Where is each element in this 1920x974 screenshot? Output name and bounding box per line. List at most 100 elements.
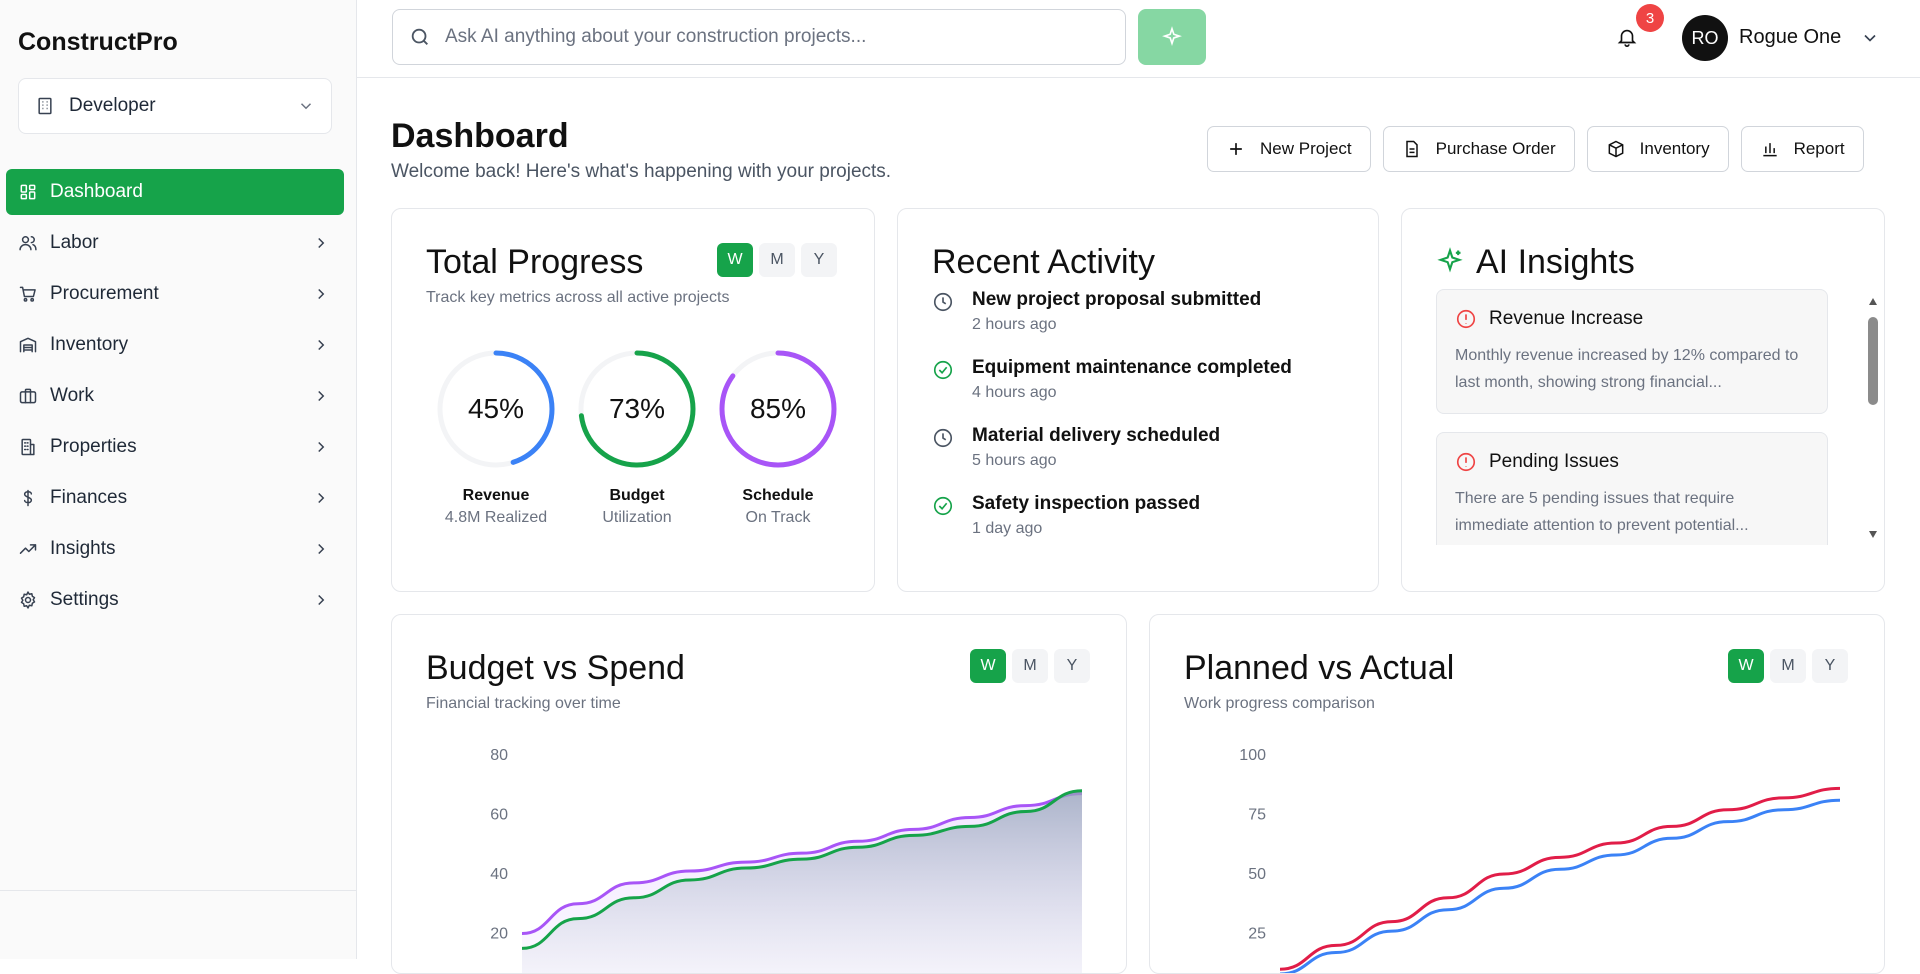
briefcase-icon <box>19 388 37 404</box>
sidebar-item-label: Finances <box>50 487 128 508</box>
dollar-icon <box>23 489 33 507</box>
insights-list[interactable]: Revenue Increase Monthly revenue increase… <box>1436 289 1836 545</box>
sparkle-icon <box>1437 247 1463 273</box>
notification-bell[interactable] <box>1610 20 1644 54</box>
y-tick-label: 100 <box>1239 747 1266 764</box>
sidebar-nav: Dashboard Labor Procurement Inventory Work Pr… <box>6 169 344 628</box>
activity-item[interactable]: Safety inspection passed 1 day ago <box>932 493 1200 538</box>
toggle-year[interactable]: Y <box>801 243 837 277</box>
user-name[interactable]: Rogue One <box>1739 26 1842 48</box>
sidebar-item-properties[interactable]: Properties <box>6 424 344 470</box>
dashboard-icon <box>20 184 36 200</box>
insight-title: Revenue Increase <box>1489 308 1644 329</box>
sidebar-item-label: Work <box>50 385 94 406</box>
report-button[interactable]: Report <box>1740 126 1864 172</box>
y-tick-label: 60 <box>490 807 508 824</box>
ring-label: Revenue <box>462 487 530 504</box>
ring-label: Budget <box>609 487 665 504</box>
activity-time: 5 hours ago <box>972 452 1057 469</box>
bar-chart-icon <box>1762 143 1777 157</box>
card-subtitle: Track key metrics across all active proj… <box>426 289 730 306</box>
button-label: Report <box>1793 139 1845 158</box>
series-line-1[interactable] <box>521 789 1083 950</box>
chevron-right-icon <box>318 390 325 402</box>
toggle-week[interactable]: W <box>717 243 753 277</box>
role-selector[interactable]: Developer <box>18 78 332 134</box>
toggle-year[interactable]: Y <box>1054 649 1090 683</box>
sidebar-item-finances[interactable]: Finances <box>6 475 344 521</box>
toggle-week[interactable]: W <box>1728 649 1764 683</box>
sidebar-item-label: Settings <box>50 589 119 610</box>
period-toggle: W M Y <box>1728 649 1848 683</box>
brand-logo[interactable]: ConstructPro <box>18 28 178 56</box>
new-project-button[interactable]: New Project <box>1207 126 1371 172</box>
toggle-year[interactable]: Y <box>1812 649 1848 683</box>
toggle-month[interactable]: M <box>1012 649 1048 683</box>
topbar: 3 RO Rogue One <box>357 0 1920 78</box>
sidebar-item-procurement[interactable]: Procurement <box>6 271 344 317</box>
sidebar-item-settings[interactable]: Settings <box>6 577 344 623</box>
sidebar-item-dashboard[interactable]: Dashboard <box>6 169 344 215</box>
ring-gauge <box>578 350 696 468</box>
search-icon <box>411 28 428 45</box>
planned-vs-actual-card: Planned vs Actual Work progress comparis… <box>1149 614 1885 974</box>
ring-percent: 45% <box>467 393 525 424</box>
activity-item[interactable]: Equipment maintenance completed 4 hours a… <box>932 357 1292 402</box>
page-subtitle: Welcome back! Here's what's happening wi… <box>391 161 892 182</box>
avatar[interactable]: RO <box>1682 15 1728 61</box>
warehouse-icon <box>19 337 37 353</box>
main-content: Dashboard Welcome back! Here's what's ha… <box>357 79 1920 974</box>
insight-card[interactable]: Revenue Increase Monthly revenue increase… <box>1436 289 1828 414</box>
sidebar-item-inventory[interactable]: Inventory <box>6 322 344 368</box>
insight-title: Pending Issues <box>1489 451 1619 472</box>
toggle-month[interactable]: M <box>1770 649 1806 683</box>
card-title: Planned vs Actual <box>1184 649 1455 687</box>
sidebar-item-labor[interactable]: Labor <box>6 220 344 266</box>
chevron-down-icon[interactable] <box>1860 28 1880 48</box>
document-icon <box>1405 140 1418 158</box>
ring-sublabel: On Track <box>745 509 811 526</box>
ai-search-box[interactable] <box>392 9 1126 65</box>
toggle-month[interactable]: M <box>759 243 795 277</box>
inventory-button[interactable]: Inventory <box>1586 126 1729 172</box>
card-title: AI Insights <box>1476 243 1635 281</box>
insight-body: There are 5 pending issues that require … <box>1455 490 1749 534</box>
y-tick-label: 80 <box>490 747 508 764</box>
sidebar-item-insights[interactable]: Insights <box>6 526 344 572</box>
toggle-week[interactable]: W <box>970 649 1006 683</box>
card-title: Budget vs Spend <box>426 649 685 687</box>
purchase-order-button[interactable]: Purchase Order <box>1382 126 1575 172</box>
activity-item[interactable]: New project proposal submitted 2 hours ag… <box>932 289 1261 334</box>
button-label: Inventory <box>1639 139 1710 158</box>
period-toggle: W M Y <box>970 649 1090 683</box>
button-label: Purchase Order <box>1435 139 1556 158</box>
series-line-0[interactable] <box>1279 786 1841 971</box>
package-icon <box>1608 140 1624 158</box>
y-tick-label: 40 <box>490 866 508 883</box>
ring-percent: 73% <box>608 393 666 424</box>
sparkle-icon <box>1162 26 1182 47</box>
activity-time: 4 hours ago <box>972 384 1057 401</box>
ai-submit-button[interactable] <box>1138 9 1206 65</box>
ring-revenue: 45% Revenue 4.8M Realized <box>436 349 556 526</box>
activity-item[interactable]: Material delivery scheduled 5 hours ago <box>932 425 1220 470</box>
gear-icon <box>20 591 36 609</box>
series-line-1[interactable] <box>1279 798 1841 974</box>
activity-title: New project proposal submitted <box>972 289 1262 310</box>
y-tick-label: 75 <box>1248 807 1266 824</box>
scrollbar[interactable] <box>1866 293 1880 543</box>
insight-card[interactable]: Pending Issues There are 5 pending issues… <box>1436 432 1828 545</box>
recent-activity-card: Recent Activity New project proposal sub… <box>897 208 1379 592</box>
clock-icon <box>933 292 953 312</box>
y-tick-label: 50 <box>1248 866 1266 883</box>
chevron-right-icon <box>318 237 325 249</box>
sidebar-item-label: Labor <box>50 232 99 253</box>
activity-title: Equipment maintenance completed <box>972 357 1292 378</box>
search-input[interactable] <box>445 26 1085 48</box>
ring-gauge <box>437 350 555 468</box>
chevron-right-icon <box>318 441 325 453</box>
chevron-right-icon <box>318 543 325 555</box>
series-line-0[interactable] <box>521 792 1083 935</box>
page-title: Dashboard <box>391 117 569 155</box>
sidebar-item-work[interactable]: Work <box>6 373 344 419</box>
